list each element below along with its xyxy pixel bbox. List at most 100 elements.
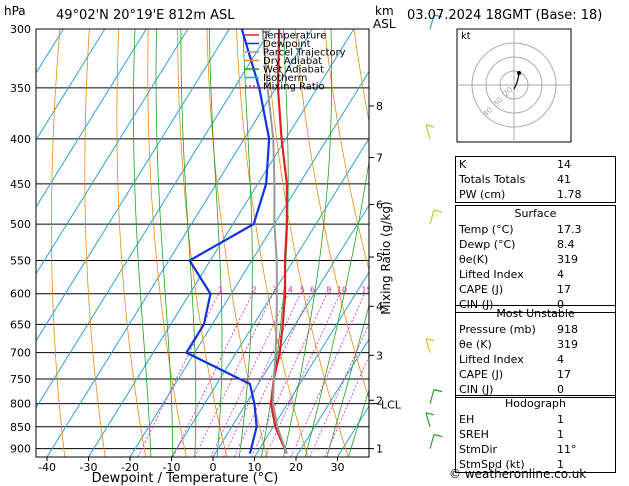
surface-row: Temp (°C) 17.3	[456, 222, 612, 237]
x-tick-label: -20	[121, 461, 139, 474]
isotherm-line	[295, 338, 369, 457]
surface-label: Temp (°C)	[459, 223, 514, 236]
wind-barbs	[425, 14, 443, 449]
surface-panel: Surface Temp (°C) 17.3 Dewp (°C) 8.4 θe(K) 31…	[455, 205, 616, 313]
mixing-ratio-value: 8	[326, 286, 331, 295]
wet-adiabat-line	[304, 158, 369, 457]
km-tick-label: 6	[376, 199, 383, 212]
mixing-ratio-value: 1	[218, 286, 223, 295]
wind-barb-flag	[433, 209, 443, 213]
wind-barb	[425, 338, 431, 353]
legend-label: Mixing Ratio	[263, 82, 325, 93]
index-row: Totals Totals 41	[456, 172, 612, 187]
hodograph-label: StmSpd (kt)	[459, 458, 525, 471]
most-unstable-value: 918	[557, 323, 578, 336]
dry-adiabat-line	[235, 29, 309, 457]
km-tick-label: 4	[376, 300, 383, 313]
index-value: 41	[557, 173, 571, 186]
most-unstable-row: Pressure (mb) 918	[456, 322, 612, 337]
hodograph-label: StmDir	[459, 443, 498, 456]
most-unstable-row: CIN (J) 0	[456, 382, 612, 397]
surface-row: CAPE (J) 17	[456, 282, 612, 297]
dry-adiabat-line	[147, 29, 187, 457]
dry-adiabat-line	[294, 29, 369, 400]
most-unstable-label: θe (K)	[459, 338, 492, 351]
surface-row: Lifted Index 4	[456, 267, 612, 282]
storm-motion-marker	[517, 71, 521, 75]
pressure-unit-label: hPa	[4, 4, 26, 18]
datetime-title: 03.07.2024 18GMT (Base: 18)	[407, 8, 603, 23]
surface-label: θe(K)	[459, 253, 489, 266]
index-row: PW (cm) 1.78	[456, 187, 612, 202]
km-tick-label: 7	[376, 152, 383, 165]
isotherm-line	[129, 70, 369, 457]
dry-adiabat-line	[324, 29, 369, 272]
legend-label: Temperature	[262, 31, 326, 42]
most-unstable-value: 4	[557, 353, 564, 366]
credit-text[interactable]: © weatheronline.co.uk	[449, 467, 587, 481]
most-unstable-row: θe (K) 319	[456, 337, 612, 352]
wind-barb-flag	[425, 124, 435, 128]
legend-label: Dry Adiabat	[263, 56, 322, 67]
hodograph-value: 1	[557, 458, 564, 471]
wind-barb	[429, 389, 435, 404]
legend-label: Wet Adiabat	[263, 65, 324, 76]
hodograph-value: 1	[557, 428, 564, 441]
km-tick-label: 8	[376, 100, 383, 113]
pressure-tick-label: 700	[10, 347, 31, 360]
km-tick-label: 1	[376, 443, 383, 456]
dry-adiabat-line	[353, 29, 369, 124]
most-unstable-label: CIN (J)	[459, 383, 494, 396]
legend-label: Isotherm	[263, 73, 307, 84]
surface-value: 319	[557, 253, 578, 266]
surface-label: CAPE (J)	[459, 283, 504, 296]
asl-label: ASL	[373, 17, 396, 31]
surface-value: 8.4	[557, 238, 575, 251]
hodograph-row: StmSpd (kt) 1	[456, 457, 612, 472]
pressure-tick-label: 800	[10, 398, 31, 411]
most-unstable-value: 0	[557, 383, 564, 396]
mixing-ratio-value: 5	[300, 286, 305, 295]
x-tick-label: 10	[248, 461, 262, 474]
mixing-ratio-value: 10	[337, 286, 347, 295]
km-tick-label: 2	[376, 394, 383, 407]
mixing-ratio-line	[172, 293, 253, 457]
plot-frame	[35, 28, 370, 458]
location-title: 49°02'N 20°19'E 812m ASL	[56, 8, 235, 23]
x-axis-label: Dewpoint / Temperature (°C)	[92, 471, 279, 486]
mixing-ratio-line	[194, 293, 274, 457]
hodograph-label: EH	[459, 413, 475, 426]
wet-adiabat-line	[283, 29, 333, 457]
mixing-ratio-line	[309, 322, 369, 457]
isotherm-line	[171, 137, 369, 457]
pressure-tick-label: 900	[10, 443, 31, 456]
most-unstable-panel: Most Unstable Pressure (mb) 918 θe (K) 319 L…	[455, 305, 616, 398]
pressure-tick-label: 550	[10, 255, 31, 268]
mixing-ratio-line	[264, 293, 341, 457]
wet-adiabat-line	[347, 388, 369, 457]
hodograph-unit-label: kt	[461, 31, 471, 42]
lcl-label: LCL	[381, 399, 402, 412]
wind-barb-flag	[433, 14, 443, 18]
most-unstable-label: Pressure (mb)	[459, 323, 536, 336]
most-unstable-label: CAPE (J)	[459, 368, 504, 381]
most-unstable-value: 17	[557, 368, 571, 381]
surface-value: 17.3	[557, 223, 582, 236]
wind-barb-flag	[433, 389, 443, 393]
temperature-line	[269, 29, 288, 455]
pressure-tick-label: 750	[10, 373, 31, 386]
mixing-ratio-value: 6	[310, 286, 315, 295]
dry-adiabat-line	[116, 29, 147, 457]
hodograph-label: SREH	[459, 428, 489, 441]
hodograph-panel: Hodograph EH 1 SREH 1 StmDir 11° StmSpd (kt) 1	[455, 395, 616, 473]
pressure-tick-label: 850	[10, 421, 31, 434]
wind-barb	[425, 124, 431, 140]
wet-adiabat-line	[208, 29, 223, 457]
isotherm-line	[36, 29, 230, 342]
mixing-ratio-value: 3	[272, 286, 277, 295]
dewpoint-line	[184, 29, 271, 454]
pressure-tick-label: 500	[10, 218, 31, 231]
wind-barb-flag	[433, 434, 443, 438]
